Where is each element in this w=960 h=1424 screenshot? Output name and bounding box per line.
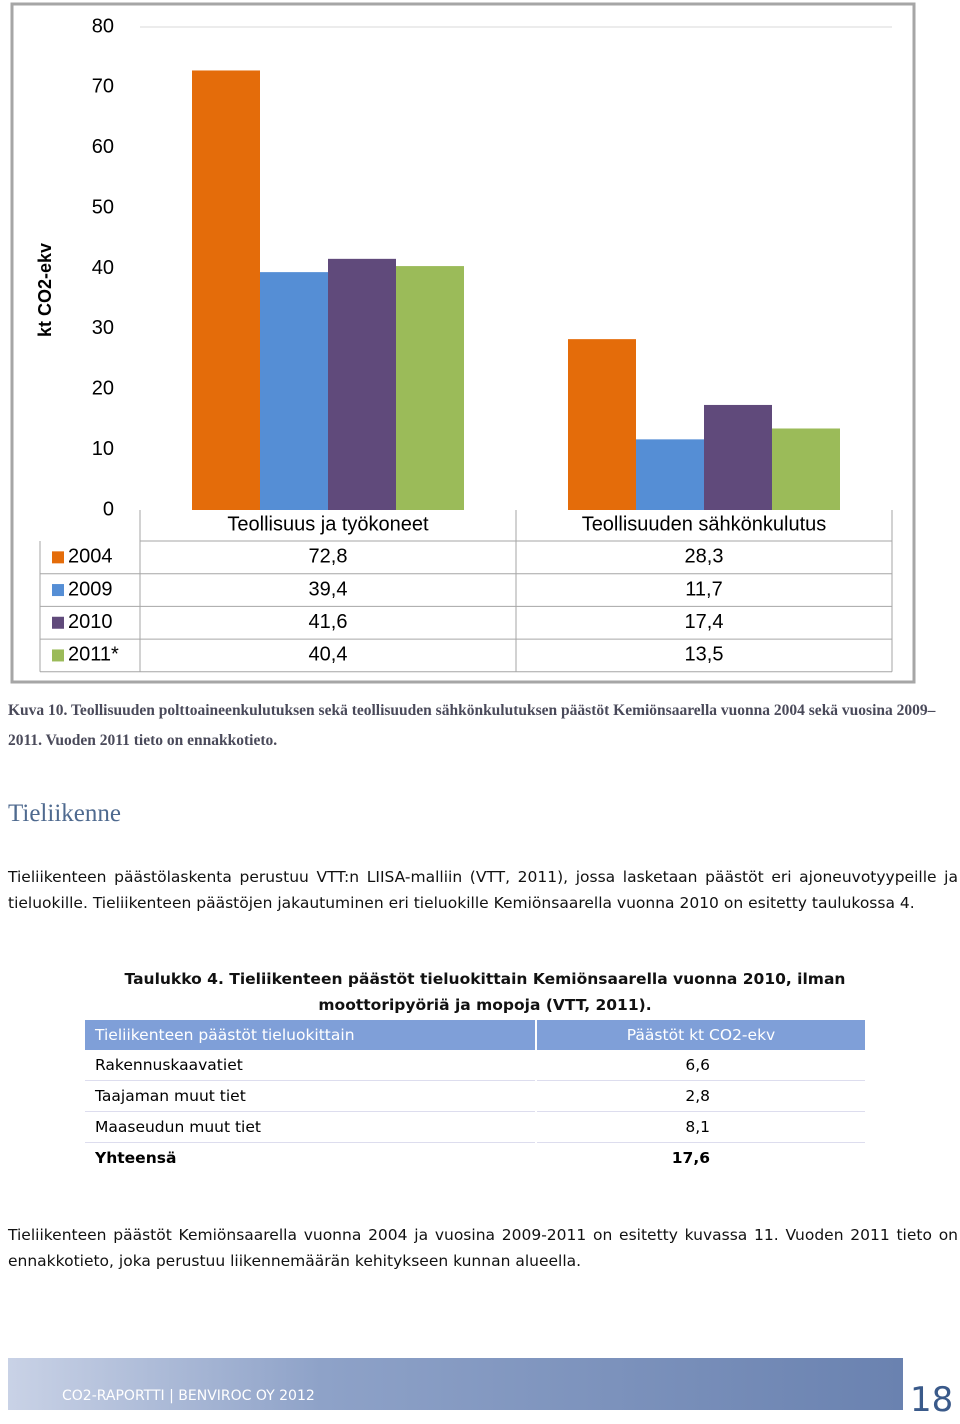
header-cell: Tieliikenteen päästöt tieluokittain — [85, 1020, 537, 1050]
bar — [396, 266, 464, 510]
bar — [772, 428, 840, 510]
table-value: 17,4 — [685, 611, 724, 633]
bar — [260, 272, 328, 510]
y-tick-label: 30 — [92, 317, 114, 339]
bar — [704, 404, 772, 510]
table-value: 40,4 — [309, 644, 348, 666]
table-row: Taajaman muut tiet 2,8 — [85, 1080, 867, 1112]
legend-label: 2004 — [68, 546, 113, 568]
y-tick-label: 10 — [92, 438, 114, 460]
table-cell: 2,8 — [536, 1080, 867, 1112]
page-number: 18 — [910, 1380, 954, 1420]
y-tick-label: 20 — [92, 378, 114, 400]
legend-swatch — [52, 584, 64, 597]
chart: kt CO2-ekv 0 10 20 30 40 50 60 70 80 Teollisuus j… — [10, 2, 916, 684]
x-tick-label: Teollisuus ja työkoneet — [227, 513, 429, 535]
y-tick-label: 80 — [92, 15, 114, 37]
y-axis-title: kt CO2-ekv — [35, 243, 55, 337]
y-tick-label: 0 — [103, 498, 114, 520]
paragraph: Tieliikenteen päästöt Kemiönsaarella vuo… — [8, 1226, 958, 1270]
figure-caption: Kuva 10. Teollisuuden polttoaineenkulutu… — [8, 702, 936, 749]
legend-label: 2009 — [68, 578, 113, 600]
y-tick-label: 60 — [92, 136, 114, 158]
footer-text: CO2-RAPORTTI | BENVIROC OY 2012 — [62, 1388, 315, 1404]
table-cell: Maaseudun muut tiet — [85, 1111, 537, 1143]
x-tick-label: Teollisuuden sähkönkulutus — [582, 513, 827, 535]
bar — [636, 439, 704, 510]
legend-swatch — [52, 551, 64, 564]
table-value: 13,5 — [685, 644, 724, 666]
bar — [192, 70, 260, 510]
table: Tieliikenteen päästöt tieluokittain Pääs… — [85, 1020, 867, 1173]
table-row: Maaseudun muut tiet 8,1 — [85, 1111, 867, 1143]
footer-band — [8, 1358, 903, 1410]
table-cell: 8,1 — [536, 1111, 867, 1143]
table-cell: 6,6 — [536, 1050, 867, 1081]
table-caption: Taulukko 4. Tieliikenteen päästöt tieluo… — [124, 970, 846, 1014]
section-heading: Tieliikenne — [8, 800, 121, 827]
table-value: 72,8 — [309, 546, 348, 568]
table-value: 39,4 — [309, 578, 348, 600]
table-row: Yhteensä 17,6 — [85, 1142, 867, 1173]
table-cell: Taajaman muut tiet — [85, 1080, 537, 1112]
bar — [568, 339, 636, 510]
table-value: 41,6 — [309, 611, 348, 633]
table-cell: Yhteensä — [85, 1142, 537, 1173]
legend-label: 2010 — [68, 611, 113, 633]
table-cell: 17,6 — [536, 1142, 867, 1173]
legend-swatch — [52, 649, 64, 662]
table-header: Tieliikenteen päästöt tieluokittain Pääs… — [85, 1020, 867, 1050]
table-value: 28,3 — [685, 546, 724, 568]
legend-label: 2011* — [68, 644, 119, 666]
legend-swatch — [52, 616, 64, 629]
header-cell: Päästöt kt CO2-ekv — [536, 1020, 867, 1050]
paragraph: Tieliikenteen päästölaskenta perustuu VT… — [8, 868, 958, 912]
y-tick-label: 50 — [92, 196, 114, 218]
table-row: Rakennuskaavatiet 6,6 — [85, 1050, 867, 1081]
y-tick-label: 40 — [92, 257, 114, 279]
bar — [328, 258, 396, 510]
y-tick-label: 70 — [92, 76, 114, 98]
table-cell: Rakennuskaavatiet — [85, 1050, 537, 1081]
table-value: 11,7 — [685, 578, 722, 600]
